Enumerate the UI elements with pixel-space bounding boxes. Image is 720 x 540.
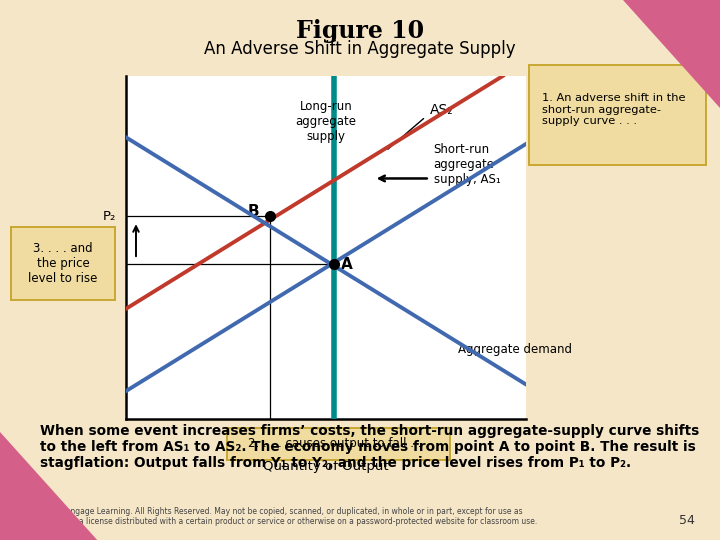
Text: Short-run
aggregate
supply, AS₁: Short-run aggregate supply, AS₁ (433, 143, 500, 186)
Text: Figure 10: Figure 10 (296, 19, 424, 43)
Text: AS₂: AS₂ (430, 103, 454, 117)
Text: Y₂: Y₂ (264, 430, 276, 443)
Text: 54: 54 (679, 514, 695, 526)
Text: Long-run
aggregate
supply: Long-run aggregate supply (295, 99, 356, 143)
Text: P₁: P₁ (103, 258, 116, 271)
Text: B: B (248, 204, 259, 219)
Text: 1. An adverse shift in the
short-run aggregate-
supply curve . . .: 1. An adverse shift in the short-run agg… (541, 93, 685, 126)
Text: 2. . . . causes output to fall . . .: 2. . . . causes output to fall . . . (248, 437, 429, 450)
Text: An Adverse Shift in Aggregate Supply: An Adverse Shift in Aggregate Supply (204, 40, 516, 58)
Text: When some event increases firms’ costs, the short-run aggregate-supply curve shi: When some event increases firms’ costs, … (40, 424, 699, 438)
Text: Aggregate demand: Aggregate demand (458, 343, 572, 356)
Text: A: A (341, 256, 353, 272)
Text: 3. . . . and
the price
level to rise: 3. . . . and the price level to rise (28, 242, 98, 285)
Text: © 2015 Cengage Learning. All Rights Reserved. May not be copied, scanned, or dup: © 2015 Cengage Learning. All Rights Rese… (29, 507, 537, 526)
Text: stagflation: Output falls from Y₁ to Y₂, and the price level rises from P₁ to P₂: stagflation: Output falls from Y₁ to Y₂,… (40, 456, 631, 470)
Text: Y₁: Y₁ (327, 430, 341, 443)
Text: P₂: P₂ (103, 210, 116, 222)
Text: Quantity of Output: Quantity of Output (263, 460, 389, 473)
Text: to the left from AS₁ to AS₂. The economy moves from point A to point B. The resu: to the left from AS₁ to AS₂. The economy… (40, 440, 696, 454)
Text: Price
Level: Price Level (56, 233, 91, 261)
